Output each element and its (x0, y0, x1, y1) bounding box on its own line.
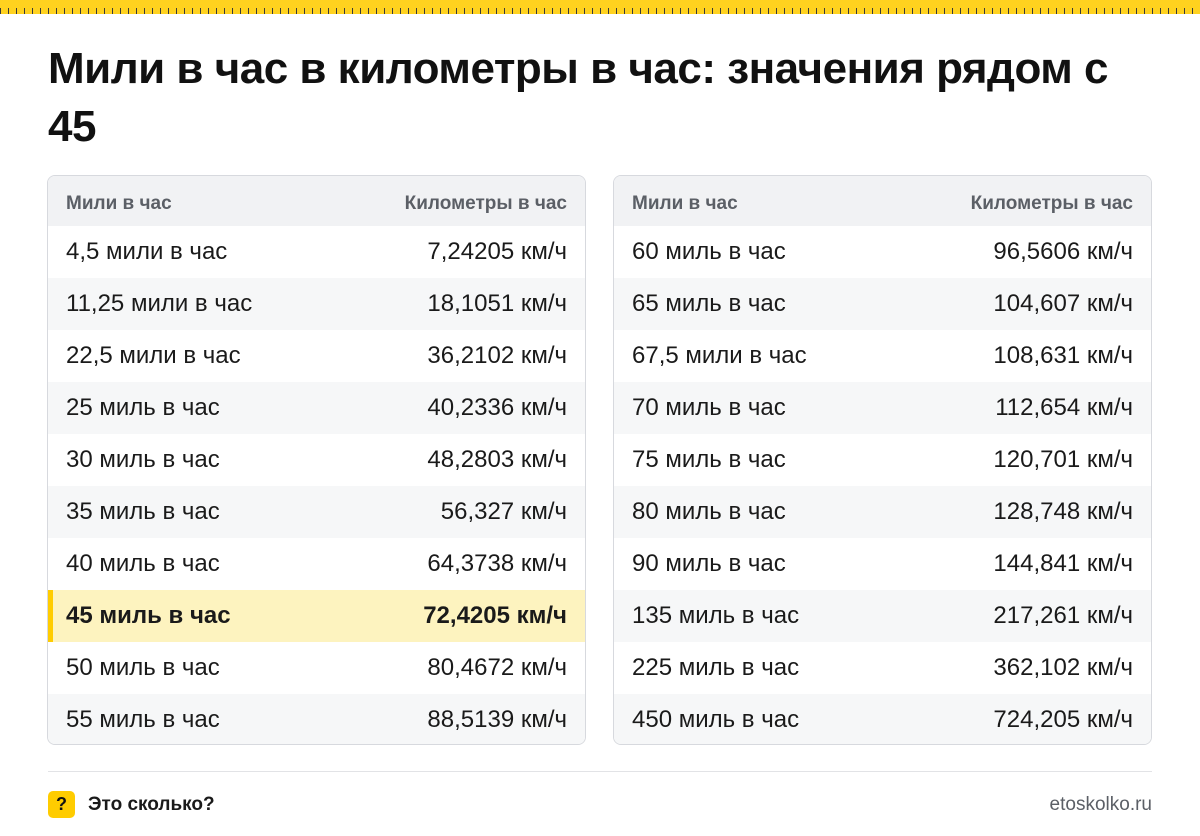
conversion-table-left: Мили в час Километры в час 4,5 мили в ча… (47, 175, 586, 745)
table-row: 30 миль в час 48,2803 км/ч (48, 434, 585, 486)
footer-site-link[interactable]: etoskolko.ru (1049, 794, 1152, 815)
cell-mph: 35 миль в час (66, 498, 220, 525)
cell-kmh: 72,4205 км/ч (423, 602, 567, 629)
cell-kmh: 144,841 км/ч (993, 550, 1133, 577)
cell-mph: 75 миль в час (632, 446, 786, 473)
cell-mph: 450 миль в час (632, 706, 800, 733)
cell-mph: 67,5 мили в час (632, 342, 807, 369)
table-row: 65 миль в час 104,607 км/ч (614, 278, 1151, 330)
table-row: 450 миль в час 724,205 км/ч (614, 694, 1151, 744)
table-body: 4,5 мили в час 7,24205 км/ч 11,25 мили в ч… (48, 226, 585, 744)
cell-kmh: 104,607 км/ч (993, 290, 1133, 317)
table-row: 11,25 мили в час 18,1051 км/ч (48, 278, 585, 330)
table-row: 70 миль в час 112,654 км/ч (614, 382, 1151, 434)
cell-kmh: 88,5139 км/ч (427, 706, 567, 733)
cell-mph: 135 миль в час (632, 602, 800, 629)
cell-mph: 22,5 мили в час (66, 342, 241, 369)
table-row: 50 миль в час 80,4672 км/ч (48, 642, 585, 694)
cell-mph: 25 миль в час (66, 394, 220, 421)
table-header: Мили в час Километры в час (614, 176, 1151, 226)
cell-kmh: 108,631 км/ч (993, 342, 1133, 369)
table-row: 225 миль в час 362,102 км/ч (614, 642, 1151, 694)
cell-kmh: 7,24205 км/ч (427, 238, 567, 265)
cell-mph: 60 миль в час (632, 238, 786, 265)
table-body: 60 миль в час 96,5606 км/ч 65 миль в час 10… (614, 226, 1151, 744)
cell-kmh: 724,205 км/ч (993, 706, 1133, 733)
cell-kmh: 362,102 км/ч (993, 654, 1133, 681)
question-mark-logo-icon: ? (48, 791, 75, 818)
cell-kmh: 120,701 км/ч (993, 446, 1133, 473)
cell-kmh: 36,2102 км/ч (427, 342, 567, 369)
cell-mph: 90 миль в час (632, 550, 786, 577)
cell-mph: 4,5 мили в час (66, 238, 228, 265)
table-row: 80 миль в час 128,748 км/ч (614, 486, 1151, 538)
cell-kmh: 217,261 км/ч (993, 602, 1133, 629)
cell-kmh: 112,654 км/ч (995, 394, 1133, 421)
table-header: Мили в час Километры в час (48, 176, 585, 226)
footer-brand-name: Это сколько? (88, 794, 215, 815)
cell-mph: 45 миль в час (66, 602, 231, 629)
column-header-mph: Мили в час (66, 193, 172, 214)
table-row: 40 миль в час 64,3738 км/ч (48, 538, 585, 590)
cell-kmh: 128,748 км/ч (993, 498, 1133, 525)
page-title: Мили в час в километры в час: значения р… (48, 44, 1109, 151)
conversion-table-right: Мили в час Километры в час 60 миль в час… (613, 175, 1152, 745)
cell-mph: 50 миль в час (66, 654, 220, 681)
cell-kmh: 80,4672 км/ч (427, 654, 567, 681)
table-row: 25 миль в час 40,2336 км/ч (48, 382, 585, 434)
table-row: 55 миль в час 88,5139 км/ч (48, 694, 585, 744)
cell-mph: 11,25 мили в час (66, 290, 253, 317)
cell-kmh: 64,3738 км/ч (427, 550, 567, 577)
cell-mph: 65 миль в час (632, 290, 786, 317)
table-row: 135 миль в час 217,261 км/ч (614, 590, 1151, 642)
column-header-kmh: Километры в час (404, 193, 567, 214)
cell-kmh: 96,5606 км/ч (993, 238, 1133, 265)
cell-kmh: 18,1051 км/ч (427, 290, 567, 317)
column-header-kmh: Километры в час (970, 193, 1133, 214)
cell-mph: 70 миль в час (632, 394, 786, 421)
table-row: 67,5 мили в час 108,631 км/ч (614, 330, 1151, 382)
table-row: 90 миль в час 144,841 км/ч (614, 538, 1151, 590)
cell-mph: 80 миль в час (632, 498, 786, 525)
table-row: 75 миль в час 120,701 км/ч (614, 434, 1151, 486)
footer-divider (48, 771, 1152, 772)
column-header-mph: Мили в час (632, 193, 738, 214)
table-row: 35 миль в час 56,327 км/ч (48, 486, 585, 538)
cell-mph: 40 миль в час (66, 550, 220, 577)
cell-kmh: 56,327 км/ч (440, 498, 567, 525)
table-row: 60 миль в час 96,5606 км/ч (614, 226, 1151, 278)
cell-mph: 30 миль в час (66, 446, 220, 473)
cell-mph: 225 миль в час (632, 654, 800, 681)
cell-kmh: 48,2803 км/ч (427, 446, 567, 473)
table-row: 4,5 мили в час 7,24205 км/ч (48, 226, 585, 278)
cell-mph: 55 миль в час (66, 706, 220, 733)
table-row-highlighted: 45 миль в час 72,4205 км/ч (48, 590, 585, 642)
table-row: 22,5 мили в час 36,2102 км/ч (48, 330, 585, 382)
cell-kmh: 40,2336 км/ч (427, 394, 567, 421)
ruler-strip (0, 0, 1200, 14)
